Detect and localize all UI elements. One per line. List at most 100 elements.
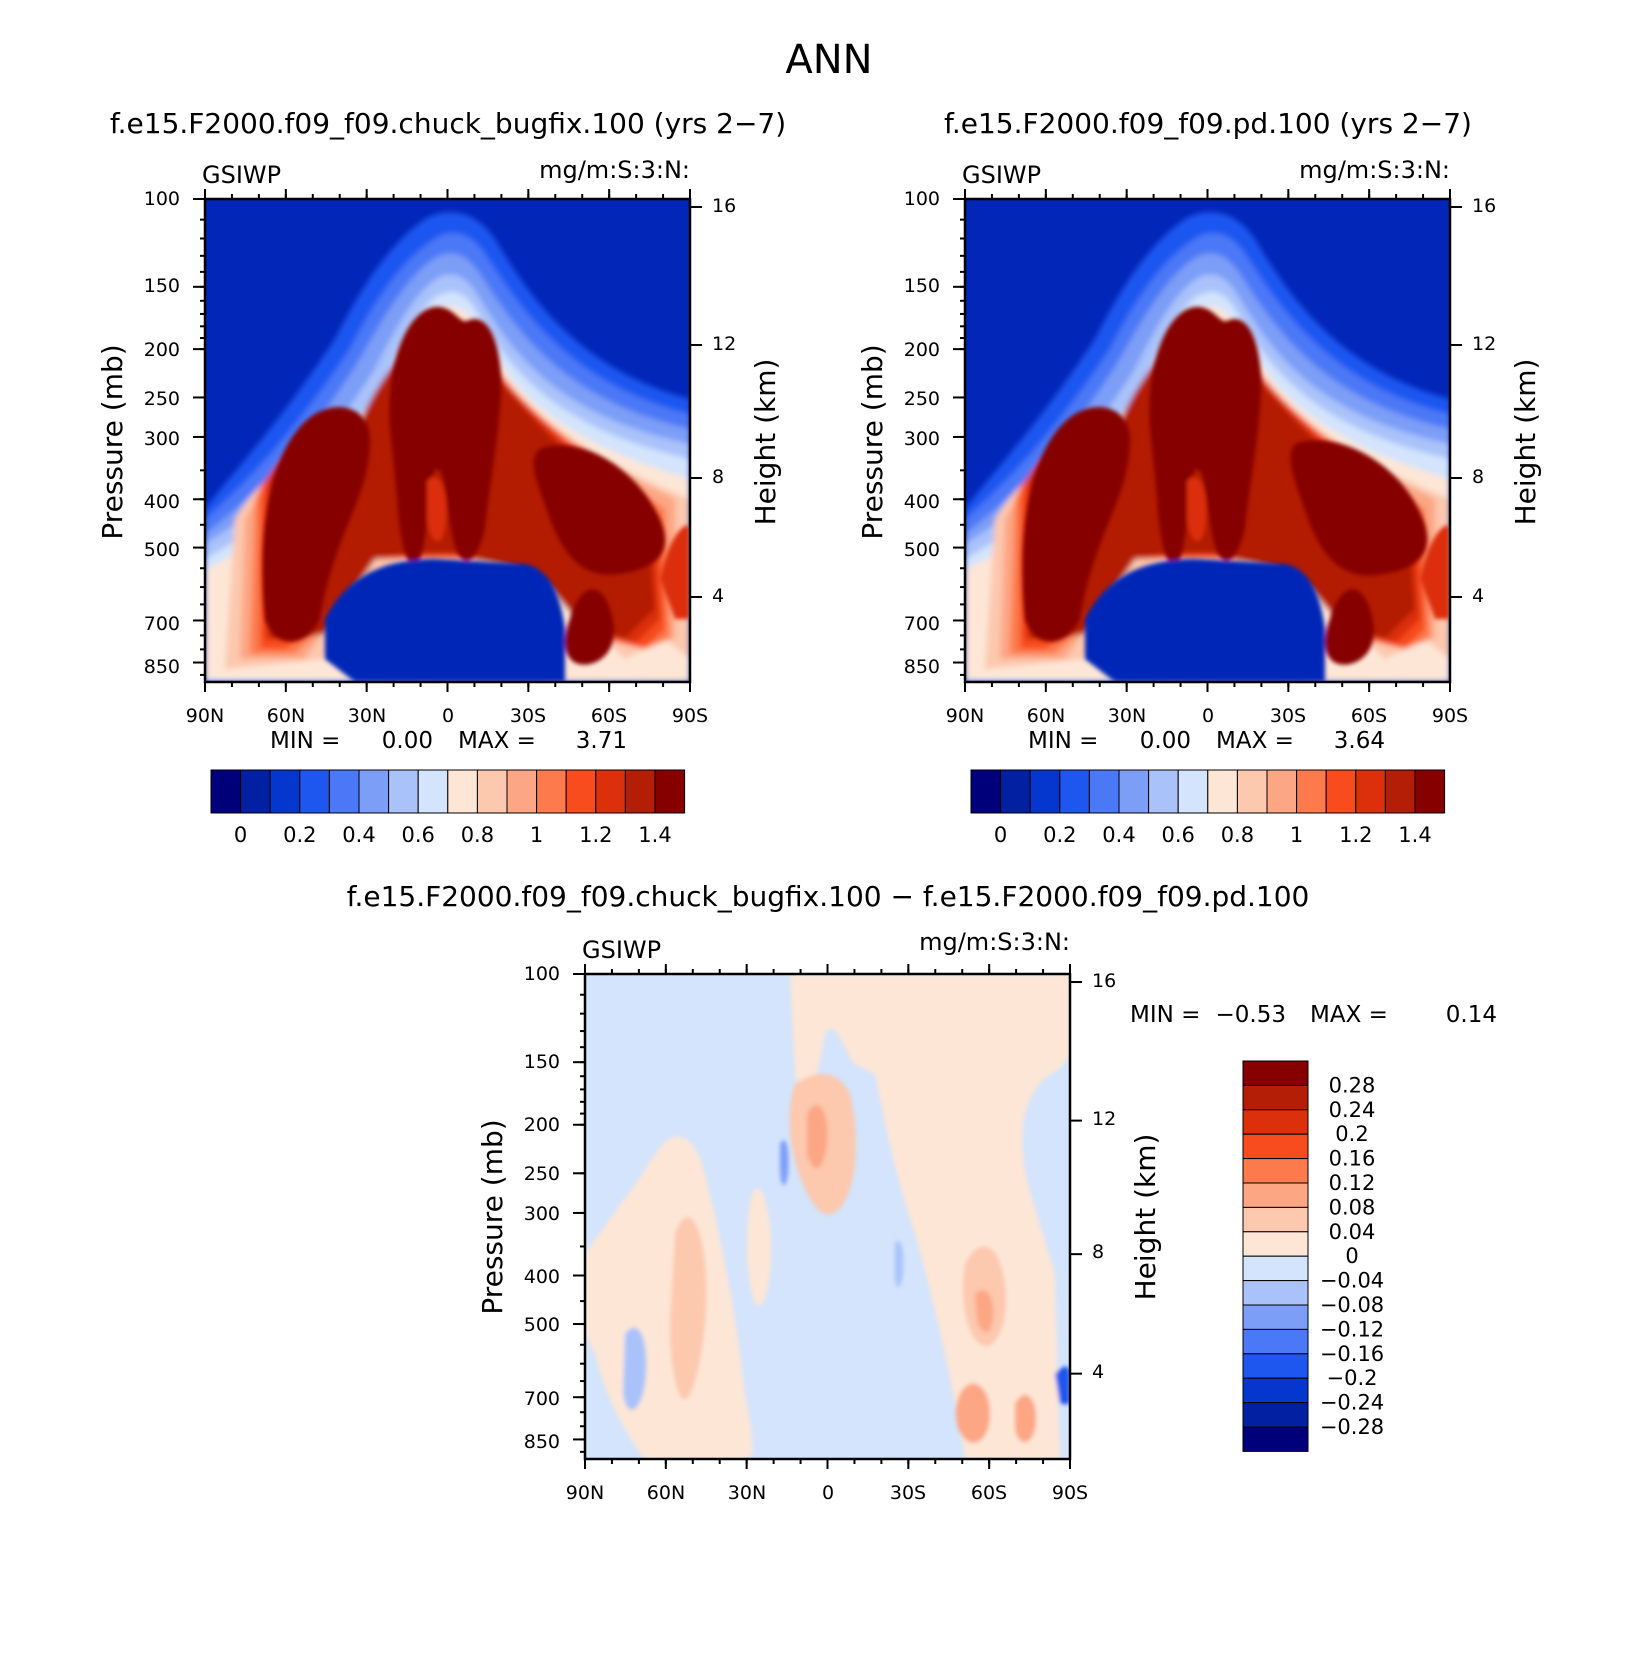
y-tick-label: 850	[904, 656, 940, 678]
colorbar-label: −0.08	[1320, 1293, 1384, 1317]
colorbar-swatch	[1059, 769, 1090, 814]
colorbar-label: 0.8	[461, 823, 494, 847]
colorbar-swatch	[447, 769, 478, 814]
colorbar-swatch	[210, 769, 242, 814]
colorbar-label: 0.6	[1161, 823, 1194, 847]
colorbar-swatch	[1325, 769, 1357, 814]
colorbar-swatch	[1236, 769, 1268, 814]
y-ticks: 100 150 200 250 300 400 500 700 850	[904, 188, 940, 678]
colorbar-label: 0.24	[1329, 1098, 1376, 1122]
colorbar-label: −0.24	[1320, 1391, 1384, 1415]
colorbar-swatch	[536, 769, 567, 814]
x-tick-label: 30S	[890, 1482, 926, 1504]
max-value: 3.64	[1334, 728, 1385, 754]
min-label: MIN =	[1130, 1002, 1200, 1028]
colorbar-swatch	[1296, 769, 1327, 814]
x-tick-label: 90S	[1432, 705, 1468, 727]
y2-tick-label: 12	[1092, 1108, 1116, 1130]
plot-field	[965, 199, 1450, 682]
colorbar-swatch	[1355, 769, 1386, 814]
min-max: MIN = 0.00 MAX = 3.71	[270, 728, 627, 754]
colorbar-swatch	[240, 769, 271, 814]
x-tick-label: 90N	[566, 1482, 604, 1504]
min-value: −0.53	[1216, 1002, 1286, 1028]
x-tick-label: 30S	[510, 705, 546, 727]
colorbar-label: 0.04	[1329, 1220, 1376, 1244]
y-tick-label: 300	[904, 428, 940, 450]
colorbar-label: 0	[1345, 1244, 1358, 1268]
panel-model1: f.e15.F2000.f09_f09.chuck_bugfix.100 (yr…	[96, 107, 786, 847]
colorbar-swatch	[1242, 1255, 1309, 1282]
colorbar-label: −0.2	[1327, 1366, 1378, 1390]
colorbar-label: 0	[234, 823, 247, 847]
season-title: ANN	[785, 37, 872, 83]
colorbar: 0.280.240.20.160.120.080.040−0.04−0.08−0…	[1242, 1060, 1384, 1452]
y2-tick-label: 4	[712, 585, 724, 607]
y-tick-label: 250	[524, 1163, 560, 1185]
y2-tick-label: 8	[1472, 466, 1484, 488]
colorbar-label: 0.08	[1329, 1195, 1376, 1219]
y-axis-label: Pressure (mb)	[96, 344, 129, 539]
colorbar: 0 0.2 0.4 0.6 0.8 1 1.2 1.4	[970, 769, 1446, 847]
y-tick-label: 300	[524, 1203, 560, 1225]
y-tick-label: 500	[524, 1314, 560, 1336]
y-tick-label: 100	[524, 963, 560, 985]
colorbar-swatch	[624, 769, 656, 814]
max-label: MAX =	[458, 728, 536, 754]
y-tick-label: 150	[144, 275, 180, 297]
colorbar-label: 1.4	[638, 823, 671, 847]
y2-tick-label: 12	[712, 333, 736, 355]
colorbar-label: 0.4	[1102, 823, 1135, 847]
y-tick-label: 400	[904, 491, 940, 513]
panel-title: f.e15.F2000.f09_f09.chuck_bugfix.100 − f…	[347, 880, 1310, 913]
y-tick-label: 100	[144, 188, 180, 210]
min-max: MIN = −0.53 MAX = 0.14	[1130, 1002, 1497, 1028]
colorbar-swatch	[1242, 1377, 1309, 1404]
colorbar-swatch	[970, 769, 1002, 814]
colorbar-swatch	[595, 769, 626, 814]
min-value: 0.00	[1140, 728, 1191, 754]
colorbar-label: 0.28	[1329, 1073, 1376, 1097]
colorbar-swatch	[328, 769, 360, 814]
y2-tick-label: 16	[712, 195, 736, 217]
colorbar-swatch	[269, 769, 301, 814]
y2-ticks: 16 12 8 4	[1092, 970, 1116, 1383]
y-axis-label: Pressure (mb)	[476, 1119, 509, 1314]
y2-tick-label: 8	[1092, 1241, 1104, 1263]
y-tick-label: 200	[144, 339, 180, 361]
colorbar-label: 0.12	[1329, 1171, 1376, 1195]
y-tick-label: 250	[904, 388, 940, 410]
x-tick-label: 30N	[348, 705, 386, 727]
colorbar-swatch	[1242, 1182, 1309, 1208]
colorbar-label: 1	[530, 823, 543, 847]
y-tick-label: 850	[524, 1431, 560, 1453]
colorbar-swatch	[1242, 1426, 1309, 1452]
x-tick-label: 90N	[186, 705, 224, 727]
y2-tick-label: 4	[1092, 1361, 1104, 1383]
y-tick-label: 850	[144, 656, 180, 678]
colorbar-label: 0	[994, 823, 1007, 847]
colorbar-swatch	[1242, 1060, 1309, 1086]
colorbar-label: −0.16	[1320, 1342, 1384, 1366]
colorbar-label: 0.8	[1221, 823, 1254, 847]
colorbar-swatch	[1177, 769, 1209, 814]
max-value: 3.71	[576, 728, 627, 754]
y-tick-label: 250	[144, 388, 180, 410]
colorbar-swatch	[1207, 769, 1238, 814]
colorbar-swatch	[1242, 1402, 1309, 1428]
x-tick-label: 30S	[1270, 705, 1306, 727]
y-tick-label: 400	[524, 1266, 560, 1288]
x-tick-label: 0	[1202, 705, 1214, 727]
colorbar-swatch	[1242, 1328, 1309, 1355]
y2-tick-label: 16	[1092, 970, 1116, 992]
y-tick-label: 500	[904, 539, 940, 561]
colorbar-swatch	[1029, 769, 1061, 814]
x-ticks: 90N 60N 30N 0 30S 60S 90S	[186, 705, 708, 727]
y2-axis-label: Height (km)	[749, 359, 782, 526]
y-tick-label: 100	[904, 188, 940, 210]
colorbar-label: 1	[1290, 823, 1303, 847]
x-tick-label: 30N	[728, 1482, 766, 1504]
colorbar-swatch	[417, 769, 449, 814]
colorbar-swatch	[1242, 1084, 1309, 1111]
